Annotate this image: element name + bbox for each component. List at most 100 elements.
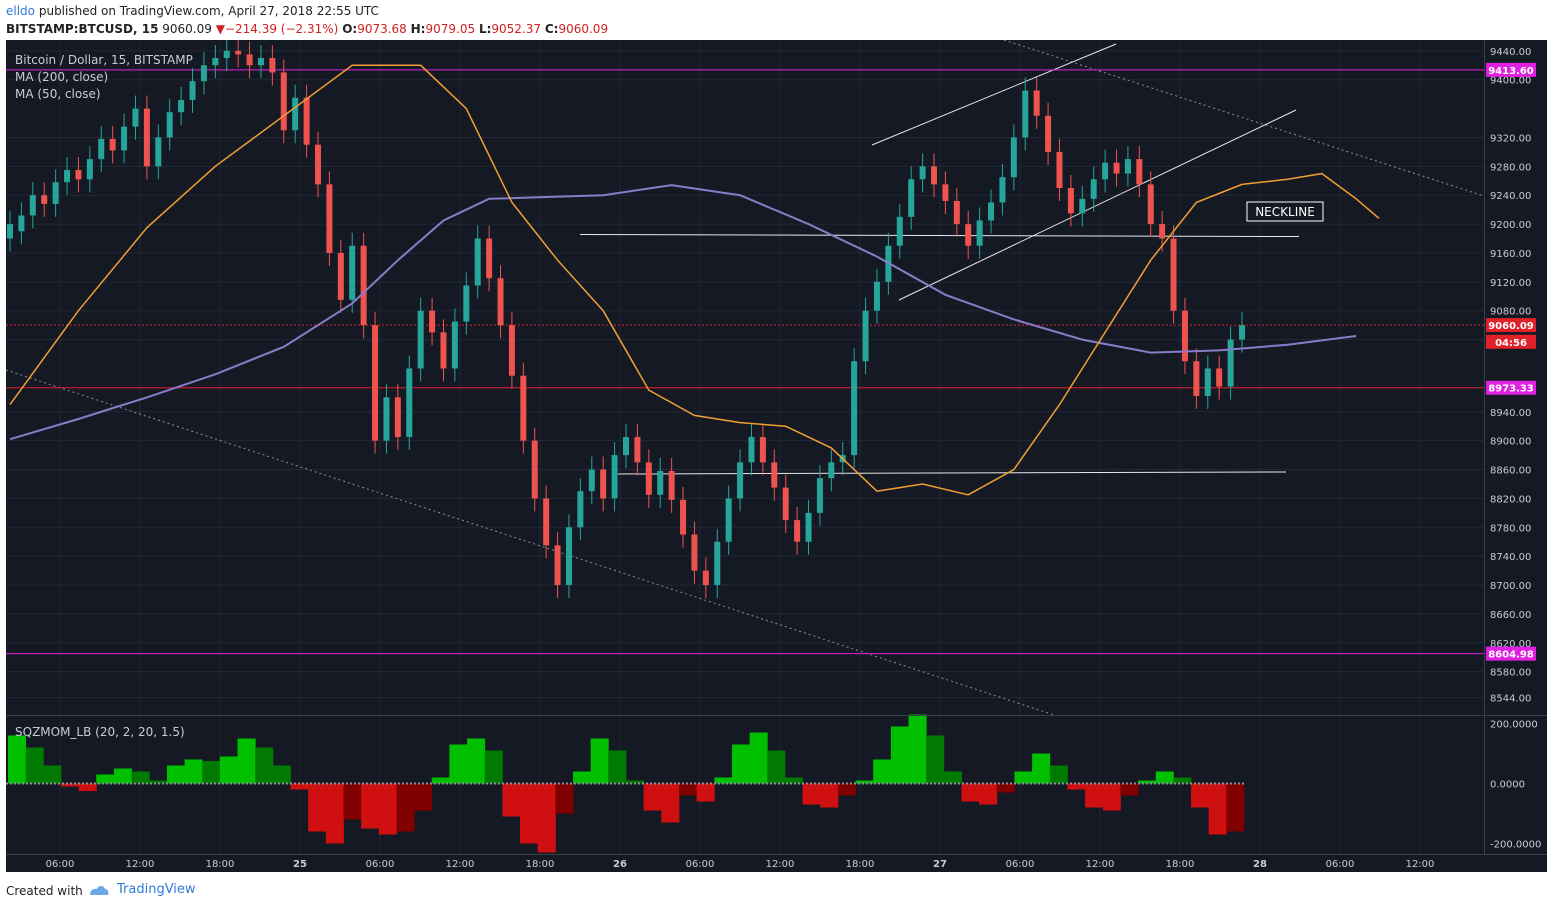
candle-body xyxy=(942,184,949,201)
oscillator-pane xyxy=(6,714,1245,853)
candle-body xyxy=(200,65,207,82)
candle-body xyxy=(1079,198,1086,214)
candle-body xyxy=(1045,115,1052,152)
x-tick-label: 12:00 xyxy=(1406,859,1435,870)
candle-body xyxy=(280,72,287,131)
candle-body xyxy=(543,498,550,546)
candle-body xyxy=(623,437,629,456)
high-value: 9079.05 xyxy=(425,22,476,36)
momentum-bar xyxy=(749,732,768,784)
price-change: −214.39 (−2.31%) xyxy=(224,22,339,36)
momentum-bar xyxy=(1085,783,1104,808)
candle-body xyxy=(520,375,527,441)
momentum-bar xyxy=(361,783,380,829)
momentum-bar xyxy=(43,765,62,784)
oscillator-tick-label: -200.0000 xyxy=(1490,840,1541,851)
open-value: 9073.68 xyxy=(357,22,407,36)
momentum-bar xyxy=(60,783,80,787)
y-tick-label: 8780.00 xyxy=(1490,523,1531,534)
candle-body xyxy=(976,220,983,246)
descending-trendline-upper xyxy=(1003,39,1485,197)
x-tick-label: 06:00 xyxy=(1006,859,1035,870)
close-value: 9060.09 xyxy=(558,22,609,36)
candle-body xyxy=(1147,184,1154,225)
candle-body xyxy=(1136,159,1143,185)
y-tick-label: 8940.00 xyxy=(1490,408,1531,419)
momentum-bar xyxy=(325,783,344,844)
candle-body xyxy=(143,108,150,167)
candle-body xyxy=(1113,162,1120,174)
candle-body xyxy=(337,252,344,300)
momentum-bar xyxy=(308,783,327,832)
legend-title: Bitcoin / Dollar, 15, BITSTAMP xyxy=(15,53,193,67)
momentum-bar xyxy=(1138,780,1157,784)
candle-body xyxy=(1056,151,1063,188)
descending-trendline-lower xyxy=(5,369,1055,716)
momentum-bar xyxy=(25,747,44,784)
candle-body xyxy=(805,512,812,542)
channel-upper-line xyxy=(871,43,1117,146)
publisher-username[interactable]: elldo xyxy=(6,4,36,18)
candle-body xyxy=(1227,339,1234,387)
momentum-bar xyxy=(908,714,927,784)
candle-body xyxy=(680,499,687,535)
change-down-icon: ▼ xyxy=(215,22,225,36)
candle-body xyxy=(315,144,321,185)
x-tick-label: 18:00 xyxy=(1166,859,1195,870)
candle-body xyxy=(166,112,173,138)
momentum-bar xyxy=(767,750,786,784)
candle-body xyxy=(417,310,424,369)
momentum-bar xyxy=(78,783,97,791)
candle-body xyxy=(463,285,470,322)
candle-body xyxy=(965,224,972,246)
candle-body xyxy=(1022,90,1029,138)
y-tick-label: 8544.00 xyxy=(1490,694,1531,705)
x-tick-label: 18:00 xyxy=(526,859,555,870)
price-label: 9060.09 xyxy=(1488,321,1534,332)
candle-body xyxy=(645,462,652,495)
neckline-top-line xyxy=(579,234,1300,238)
ma200-line xyxy=(9,184,1357,441)
x-tick-label: 12:00 xyxy=(766,859,795,870)
momentum-bar xyxy=(608,750,627,784)
candle-body xyxy=(326,184,333,253)
tradingview-brand-link[interactable]: TradingView xyxy=(117,882,196,897)
y-tick-label: 8740.00 xyxy=(1490,552,1531,563)
candle-body xyxy=(851,361,858,456)
x-tick-label: 06:00 xyxy=(46,859,75,870)
momentum-bar xyxy=(979,783,998,805)
candle-body xyxy=(1033,90,1040,116)
publish-line: elldo published on TradingView.com, Apri… xyxy=(6,4,379,18)
candle-body xyxy=(383,397,390,441)
candle-body xyxy=(1216,368,1223,387)
momentum-bar xyxy=(202,761,221,784)
low-value: 9052.37 xyxy=(491,22,542,36)
footer: Created with TradingView xyxy=(0,872,1553,909)
chart-area[interactable]: 9440.00 9400.00 9320.00 9280.00 9240.00 9200.… xyxy=(5,37,1547,872)
low-label: L: xyxy=(478,22,492,36)
chart-canvas[interactable]: 9440.00 9400.00 9320.00 9280.00 9240.00 9200.… xyxy=(5,37,1547,872)
momentum-bar xyxy=(219,756,238,784)
drawn-trendlines[interactable] xyxy=(5,39,1485,716)
candle-body xyxy=(999,177,1006,203)
y-tick-label: 8580.00 xyxy=(1490,668,1531,679)
candle-body xyxy=(1067,187,1074,214)
candle-body xyxy=(759,437,766,463)
candle-body xyxy=(1102,162,1109,180)
momentum-bar xyxy=(661,783,680,823)
momentum-bar xyxy=(855,780,874,784)
price-label: 9413.60 xyxy=(1488,66,1534,77)
momentum-bar xyxy=(890,726,909,784)
price-label: 04:56 xyxy=(1495,338,1527,349)
x-tick-label: 26 xyxy=(613,859,627,870)
neckline-bottom-line xyxy=(617,471,1287,475)
momentum-bar xyxy=(255,747,274,784)
candle-body xyxy=(98,138,105,160)
momentum-bar xyxy=(626,780,645,784)
candle-body xyxy=(155,137,162,167)
horizontal-levels xyxy=(6,69,1484,655)
candle-body xyxy=(508,325,515,376)
neckline-label[interactable]: NECKLINE xyxy=(1246,201,1324,222)
price-label: 8973.33 xyxy=(1488,384,1534,395)
momentum-bar xyxy=(1208,783,1227,835)
